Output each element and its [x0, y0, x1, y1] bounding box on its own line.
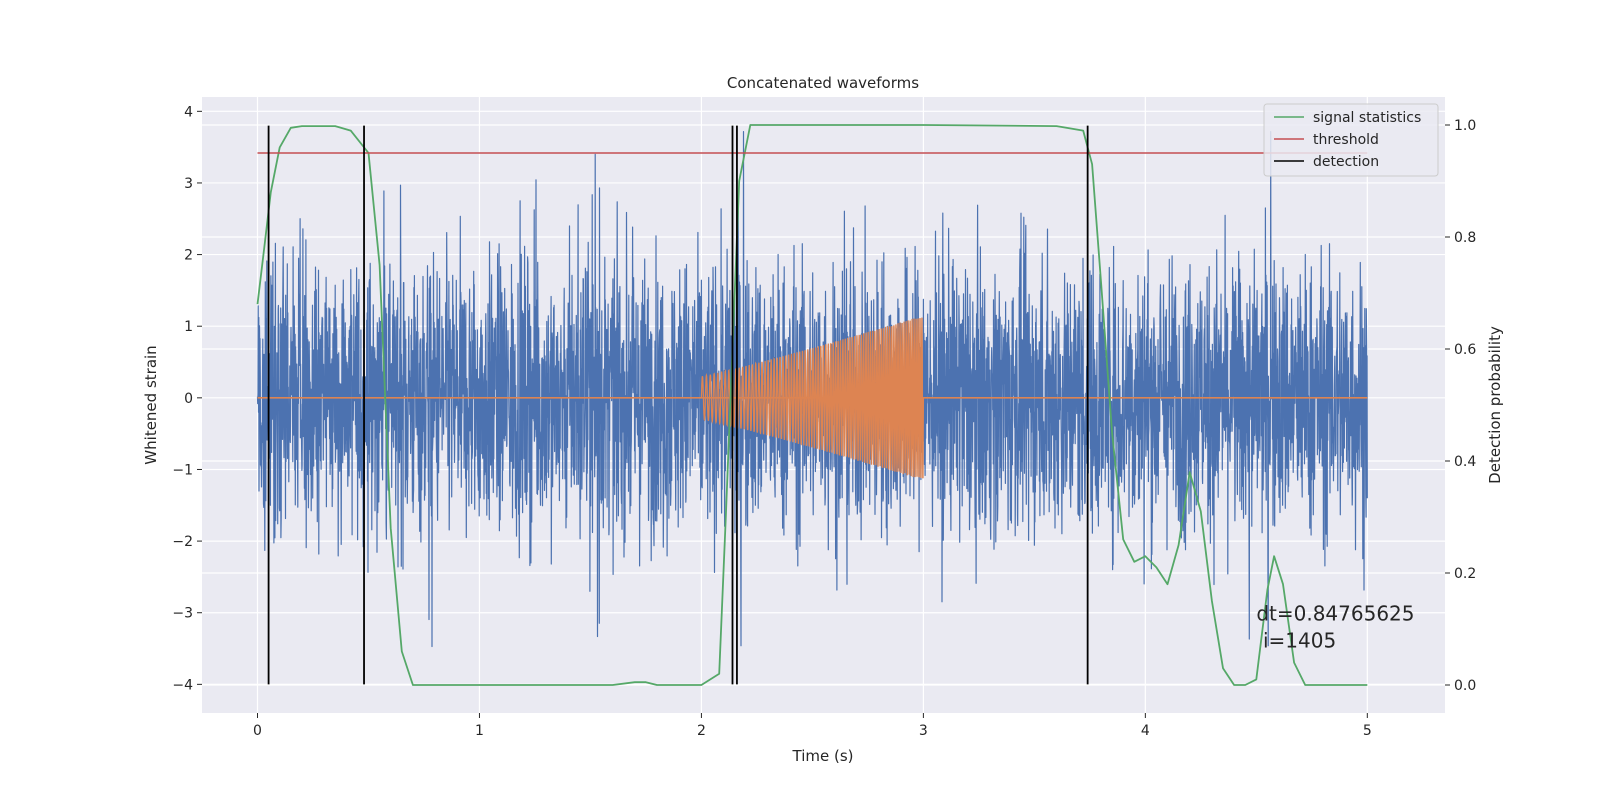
- y-tick-label: 2: [184, 248, 193, 264]
- y-tick-label: −3: [172, 606, 193, 622]
- y-axis-label: Whitened strain: [142, 345, 160, 464]
- y2-tick-label: 0.6: [1454, 342, 1476, 358]
- y2-tick-label: 1.0: [1454, 118, 1476, 134]
- signal-statistics-line: [256, 124, 1368, 686]
- legend-label-threshold: threshold: [1313, 132, 1379, 148]
- chart-title: Concatenated waveforms: [727, 74, 919, 92]
- x-tick-label: 0: [253, 723, 262, 739]
- y2-tick-label: 0.8: [1454, 230, 1476, 246]
- y-tick-label: 1: [184, 319, 193, 335]
- y2-axis-label: Detection probability: [1486, 326, 1504, 484]
- chirp-line: [700, 317, 925, 479]
- x-tick-label: 5: [1363, 723, 1372, 739]
- y-tick-label: 3: [184, 176, 193, 192]
- y2-tick-label: 0.2: [1454, 566, 1476, 582]
- y-tick-label: −2: [172, 534, 193, 550]
- y-tick-label: −4: [172, 677, 193, 693]
- signal-statistics-series: [256, 124, 1368, 686]
- legend-frame: [1263, 103, 1439, 177]
- legend: signal statistics threshold detection: [1263, 103, 1439, 177]
- axis-ticks: 0 1 2 3 4 5 −4 −3 −2 −1 0 1 2 3 4 0.0 0.2 0.4 0.6 0.8 1.0: [172, 104, 1476, 739]
- x-tick-label: 1: [475, 723, 484, 739]
- x-tick-label: 2: [697, 723, 706, 739]
- x-tick-label: 4: [1141, 723, 1150, 739]
- injected-chirp-series: [257, 317, 1368, 479]
- y-tick-label: 0: [184, 391, 193, 407]
- y-tick-label: −1: [172, 462, 193, 478]
- detection-lines: [267, 125, 1089, 685]
- annotation-index: i=1405: [1263, 628, 1336, 652]
- y2-tick-label: 0.4: [1454, 454, 1476, 470]
- x-axis-label: Time (s): [792, 747, 854, 765]
- annotation-dt: dt=0.84765625: [1256, 602, 1414, 626]
- legend-label-detection: detection: [1313, 154, 1379, 170]
- x-tick-label: 3: [919, 723, 928, 739]
- y2-tick-label: 0.0: [1454, 678, 1476, 694]
- legend-label-signal-statistics: signal statistics: [1313, 110, 1421, 126]
- y-tick-label: 4: [184, 104, 193, 120]
